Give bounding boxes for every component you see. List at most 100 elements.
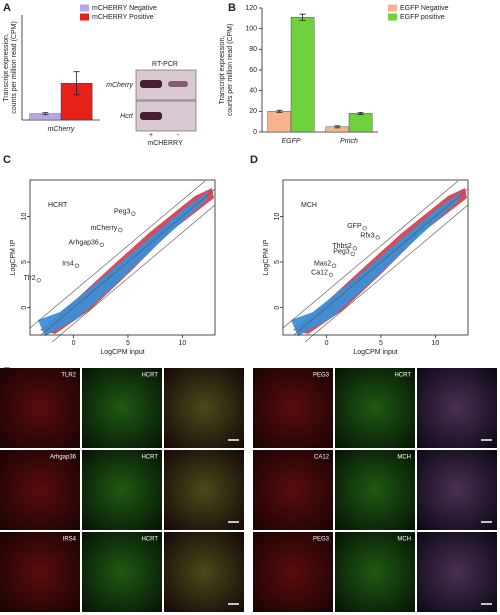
point-label: Thbs2	[332, 243, 352, 250]
y-axis-label: counts per million read (CPM)	[11, 21, 18, 114]
point-label: Irs4	[62, 261, 74, 268]
legend-label: EGFP positive	[400, 14, 445, 21]
micrograph	[253, 368, 333, 448]
micrograph	[164, 450, 244, 530]
error-bar	[276, 109, 283, 113]
gel: RT-PCR mCherry Hcrt + - mCHERRY	[106, 61, 197, 147]
y-tick-label: 60	[249, 67, 257, 74]
point	[375, 235, 380, 240]
x-tick-label: 0	[325, 340, 329, 347]
point-label: Tlr2	[24, 275, 36, 282]
y-tick-label: 0	[274, 306, 281, 310]
y-tick-label: 40	[249, 88, 257, 95]
y-tick-label: 5	[274, 260, 281, 264]
bar	[267, 111, 292, 133]
error-bar	[334, 125, 341, 129]
gel-lane-label: -	[177, 132, 180, 139]
legend-label: mCHERRY Positive	[92, 14, 154, 21]
micrograph	[164, 368, 244, 448]
y-tick-label: 10	[274, 212, 281, 220]
x-axis-label: LogCPM input	[100, 349, 144, 356]
scatter-cloud	[29, 180, 216, 343]
gel-row-label: mCherry	[106, 82, 133, 89]
micrograph	[0, 450, 80, 530]
x-tick-label: 0	[72, 340, 76, 347]
y-tick-label: 0	[253, 129, 257, 136]
micrograph-label: IRS4	[63, 537, 77, 543]
point-label: Peg3	[114, 209, 130, 216]
point	[131, 211, 136, 216]
x-tick-label: EGFP	[281, 138, 300, 145]
micrograph-label: Arhgap36	[50, 455, 77, 461]
gel-row-label: Hcrt	[120, 113, 134, 120]
point	[328, 272, 333, 277]
micrograph-label: TLR2	[61, 373, 76, 379]
y-tick-label: 5	[21, 260, 28, 264]
micrograph	[0, 368, 80, 448]
gel-band	[140, 112, 162, 120]
gel-band	[140, 80, 162, 88]
micrograph	[417, 532, 497, 612]
plot-frame	[29, 179, 216, 336]
point	[36, 278, 41, 283]
point	[74, 263, 79, 268]
micrographs: TLR2 HCRT Arhgap36 HCRT IRS4 HCRT PEG3 HCRT CA12…	[0, 368, 497, 612]
y-axis-label: Transcript expression,	[3, 33, 10, 102]
legend-label: EGFP Negative	[400, 5, 449, 12]
gel-band	[168, 81, 188, 87]
y-tick-label: 20	[249, 108, 257, 115]
y-tick-label: 100	[245, 26, 257, 33]
y-tick-label: 0	[21, 306, 28, 310]
micrograph-label: CA12	[314, 455, 330, 461]
gel-lane-label: +	[149, 132, 153, 139]
panel-letter: B	[228, 2, 236, 14]
error-bar	[73, 71, 80, 96]
micrograph-label: MCH	[397, 455, 411, 461]
point-label: mCherry	[90, 225, 117, 232]
y-axis-label: LogCPM IP	[263, 239, 270, 275]
error-bar	[42, 112, 49, 116]
bar	[290, 17, 315, 133]
micrograph-label: HCRT	[141, 373, 158, 379]
micrograph-label: HCRT	[141, 455, 158, 461]
micrograph-label: PEG3	[313, 373, 330, 379]
point	[352, 246, 357, 251]
error-bar	[299, 13, 306, 21]
y-axis-label: Transcript expression,	[219, 36, 226, 105]
micrograph	[417, 368, 497, 448]
point	[350, 251, 355, 256]
micrograph	[335, 450, 415, 530]
plot-title: HCRT	[48, 202, 68, 209]
scatter-cloud	[282, 180, 469, 343]
micrograph-label: HCRT	[141, 537, 158, 543]
y-tick-label: 80	[249, 46, 257, 53]
point-label: Peg3	[333, 249, 349, 256]
plot-title: MCH	[301, 202, 317, 209]
x-tick-label: 5	[379, 340, 383, 347]
x-axis-label: LogCPM input	[353, 349, 397, 356]
x-tick-label: 5	[126, 340, 130, 347]
gel-title: RT-PCR	[152, 61, 178, 68]
point	[362, 226, 367, 231]
point-label: GFP	[347, 223, 362, 230]
point-label: Mas2	[314, 261, 331, 268]
y-tick-label: 10	[21, 212, 28, 220]
gel-caption: mCHERRY	[147, 140, 183, 147]
micrograph-label: PEG3	[313, 537, 330, 543]
legend-swatch	[80, 13, 89, 21]
micrograph	[253, 450, 333, 530]
micrograph-label: MCH	[397, 537, 411, 543]
micrograph	[164, 532, 244, 612]
point-label: Rfx3	[360, 232, 375, 239]
point-label: Ca12	[311, 270, 328, 277]
error-bar	[357, 111, 364, 115]
panel-letter: C	[3, 154, 11, 166]
x-tick-label: 10	[431, 340, 439, 347]
micrograph	[417, 450, 497, 530]
y-axis-label: counts per million read (CPM)	[227, 24, 234, 117]
x-tick-label: mCherry	[48, 126, 75, 133]
legend-label: mCHERRY Negative	[92, 5, 157, 12]
legend-swatch	[80, 4, 89, 12]
x-tick-label: Pmch	[340, 138, 358, 145]
